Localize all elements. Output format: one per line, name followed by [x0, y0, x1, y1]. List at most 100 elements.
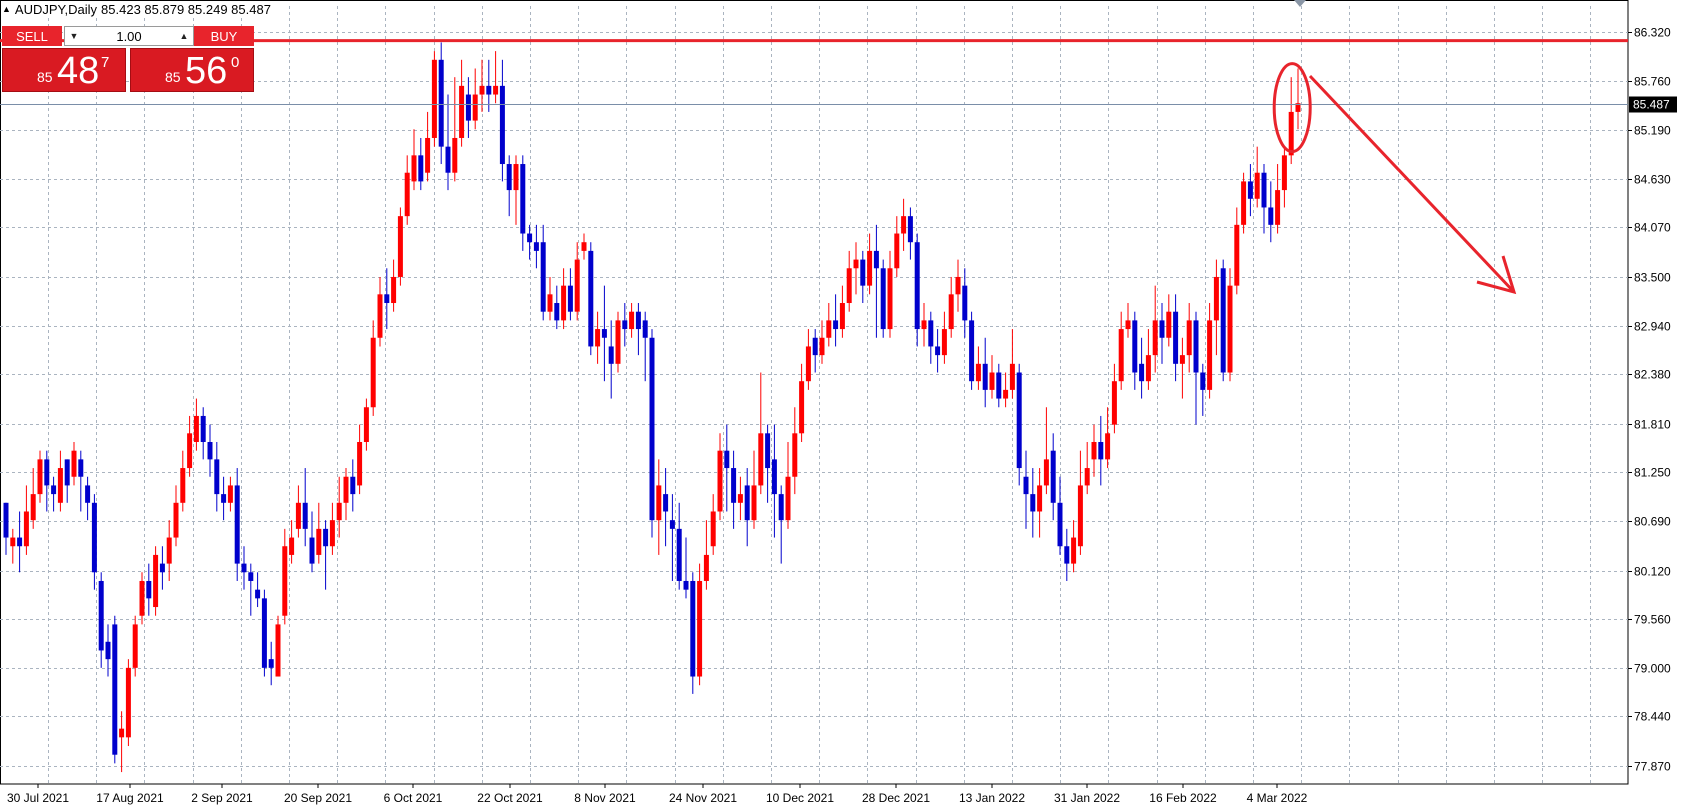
candle-body	[554, 303, 560, 321]
y-tick-label: 79.560	[1634, 613, 1671, 627]
candle	[78, 450, 84, 512]
buy-price-big: 56	[185, 50, 228, 92]
candle	[1213, 259, 1219, 356]
candle	[214, 441, 220, 512]
candle-body	[1084, 468, 1090, 486]
candle	[1064, 528, 1070, 581]
candle-body	[833, 320, 839, 330]
candle-body	[404, 172, 410, 217]
x-tick-label: 10 Dec 2021	[766, 791, 834, 805]
candle	[1139, 337, 1145, 399]
candle	[833, 294, 839, 347]
candle	[758, 372, 764, 495]
lot-value[interactable]: 1.00	[116, 28, 142, 44]
candle-body	[64, 459, 70, 486]
candle	[880, 259, 886, 338]
candle-body	[1166, 311, 1172, 338]
lot-increase-icon[interactable]: ▲	[179, 31, 189, 41]
candle	[105, 624, 111, 677]
candle-body	[1241, 181, 1247, 225]
candle	[1132, 311, 1138, 390]
buy-price-card[interactable]: 85 56 0	[130, 48, 254, 92]
candle-body	[119, 728, 125, 738]
candle	[486, 59, 492, 112]
candle-body	[690, 580, 696, 677]
lot-decrease-icon[interactable]: ▼	[69, 31, 79, 41]
candle-body	[1268, 207, 1274, 225]
candle-body	[846, 268, 852, 304]
candle-body	[1288, 111, 1294, 156]
candle	[717, 433, 723, 521]
candle	[255, 572, 261, 608]
down-arrow-head-icon[interactable]	[1476, 255, 1517, 295]
collapse-triangle-icon[interactable]: ▲	[2, 4, 11, 14]
candle	[1207, 303, 1213, 399]
candle	[479, 59, 485, 112]
one-click-trading-panel: SELL ▼ 1.00 ▲ BUY 85 48 7 85 56 0	[2, 24, 254, 94]
candle-body	[221, 494, 227, 503]
candle-body	[268, 659, 274, 668]
candle	[1030, 468, 1036, 538]
candle-body	[588, 250, 594, 347]
candle-body	[493, 85, 499, 95]
candle	[846, 250, 852, 312]
candle-body	[635, 311, 641, 330]
candle	[465, 77, 471, 138]
candle	[275, 615, 281, 677]
candle-body	[962, 285, 968, 321]
candle	[1281, 146, 1287, 208]
candle	[221, 476, 227, 521]
candle-body	[180, 468, 186, 503]
candle	[724, 424, 730, 512]
candle-body	[799, 381, 805, 434]
candle	[343, 468, 349, 521]
y-tick-label: 79.000	[1634, 662, 1671, 676]
sell-button[interactable]: SELL	[2, 26, 62, 46]
candle-body	[357, 441, 363, 486]
candle	[1111, 363, 1117, 434]
candle	[132, 615, 138, 677]
candle-body	[663, 494, 669, 512]
lot-size-input[interactable]: ▼ 1.00 ▲	[64, 26, 194, 46]
candle-body	[778, 494, 784, 521]
candle-body	[1139, 363, 1145, 382]
candle-body	[1295, 103, 1301, 112]
sell-price-card[interactable]: 85 48 7	[2, 48, 126, 92]
candle	[819, 320, 825, 364]
x-tick-label: 17 Aug 2021	[96, 791, 164, 805]
candle	[1016, 363, 1022, 486]
candle-body	[214, 459, 220, 495]
x-tick-label: 4 Mar 2022	[1247, 791, 1308, 805]
candle-body	[724, 450, 730, 469]
candle-body	[1023, 476, 1029, 495]
y-tick-label: 85.760	[1634, 75, 1671, 89]
candle-body	[567, 285, 573, 312]
candle	[901, 198, 907, 251]
candle	[1071, 520, 1077, 573]
chart-shift-marker-icon[interactable]	[1294, 0, 1306, 7]
candle	[1084, 441, 1090, 495]
candle	[323, 520, 329, 590]
down-arrow-line[interactable]	[1308, 74, 1516, 294]
candle	[935, 329, 941, 373]
candle-body	[153, 554, 159, 608]
candle	[1043, 407, 1049, 495]
candle-body	[1009, 363, 1015, 390]
candle-body	[996, 372, 1002, 399]
candle-body	[1077, 485, 1083, 547]
candle	[894, 216, 900, 277]
candle	[23, 485, 29, 555]
candle	[812, 329, 818, 373]
candle-body	[329, 520, 335, 547]
candle-body	[540, 242, 546, 312]
candle	[125, 659, 131, 747]
candle	[200, 407, 206, 460]
x-tick-label: 30 Jul 2021	[7, 791, 69, 805]
candle	[527, 224, 533, 260]
candle-body	[914, 242, 920, 330]
candle	[438, 42, 444, 165]
highlight-ellipse[interactable]	[1272, 62, 1312, 154]
buy-button[interactable]: BUY	[194, 26, 254, 46]
sell-price-sup: 7	[101, 54, 110, 71]
